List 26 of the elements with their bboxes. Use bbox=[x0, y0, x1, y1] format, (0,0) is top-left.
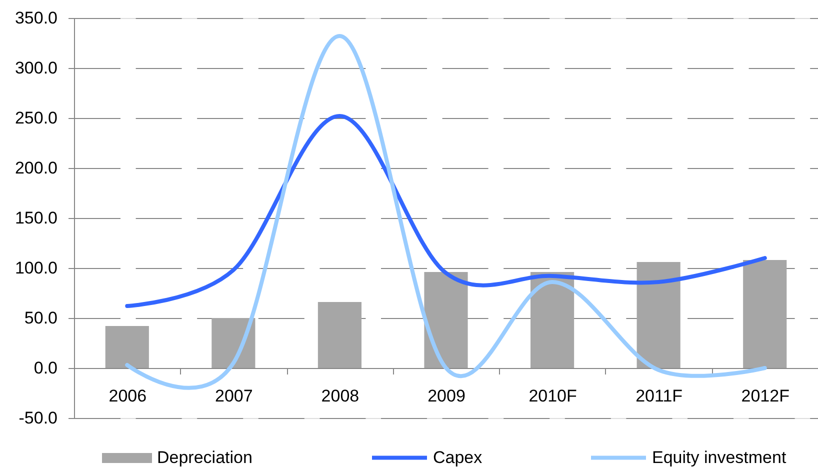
x-tick-label: 2008 bbox=[321, 386, 360, 406]
x-tick-label: 2011F bbox=[636, 386, 683, 406]
y-tick-label: -50.0 bbox=[18, 408, 58, 428]
y-tick-label: 350.0 bbox=[14, 8, 58, 28]
x-tick-label: 2007 bbox=[215, 386, 253, 406]
x-tick-label: 2006 bbox=[108, 386, 147, 406]
y-tick-label: 100.0 bbox=[14, 258, 58, 278]
y-tick-label: 50.0 bbox=[24, 308, 58, 328]
legend-label: Capex bbox=[433, 448, 483, 467]
y-tick-label: 250.0 bbox=[14, 108, 58, 128]
line-series bbox=[125, 114, 767, 308]
bar bbox=[530, 272, 574, 368]
y-tick-label: 300.0 bbox=[14, 58, 58, 78]
x-tick-label: 2012F bbox=[741, 386, 790, 406]
bar bbox=[424, 272, 468, 368]
y-tick-label: 200.0 bbox=[14, 158, 58, 178]
y-tick-label: 0.0 bbox=[34, 358, 58, 378]
bar bbox=[105, 326, 149, 368]
y-tick-label: 150.0 bbox=[14, 208, 58, 228]
bar bbox=[636, 262, 680, 368]
legend-label: Depreciation bbox=[157, 448, 252, 467]
bar bbox=[743, 260, 787, 368]
x-tick-label: 2010F bbox=[528, 386, 577, 406]
bar bbox=[318, 302, 362, 368]
legend-label: Equity investment bbox=[652, 448, 786, 467]
x-tick-label: 2009 bbox=[428, 386, 466, 406]
